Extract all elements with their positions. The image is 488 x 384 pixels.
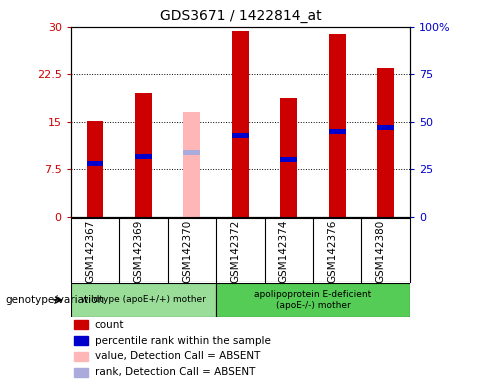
Text: GSM142369: GSM142369 [133, 220, 143, 283]
Text: apolipoprotein E-deficient
(apoE-/-) mother: apolipoprotein E-deficient (apoE-/-) mot… [254, 290, 372, 310]
Text: GSM142376: GSM142376 [327, 220, 337, 283]
Bar [377, 68, 394, 217]
Bar [74, 336, 88, 345]
Bar [135, 93, 152, 217]
Title: GDS3671 / 1422814_at: GDS3671 / 1422814_at [160, 9, 321, 23]
Bar [232, 133, 249, 138]
Bar [74, 368, 88, 377]
FancyBboxPatch shape [216, 283, 410, 317]
Bar [86, 161, 103, 166]
Bar [183, 150, 201, 155]
Bar [329, 35, 346, 217]
Bar [135, 154, 152, 159]
Bar [74, 320, 88, 329]
Bar [86, 121, 103, 217]
Text: wildtype (apoE+/+) mother: wildtype (apoE+/+) mother [81, 295, 206, 305]
Text: value, Detection Call = ABSENT: value, Detection Call = ABSENT [95, 351, 260, 361]
Bar [232, 31, 249, 217]
Text: genotype/variation: genotype/variation [5, 295, 104, 305]
Text: count: count [95, 320, 124, 330]
Bar [280, 98, 297, 217]
FancyBboxPatch shape [71, 283, 216, 317]
Bar [280, 157, 297, 162]
Bar [377, 125, 394, 130]
Text: GSM142372: GSM142372 [230, 220, 240, 283]
Bar [183, 113, 201, 217]
Bar [329, 129, 346, 134]
Text: GSM142374: GSM142374 [279, 220, 289, 283]
Text: GSM142380: GSM142380 [376, 220, 386, 283]
Text: GSM142367: GSM142367 [85, 220, 95, 283]
Text: GSM142370: GSM142370 [182, 220, 192, 283]
Text: percentile rank within the sample: percentile rank within the sample [95, 336, 270, 346]
Bar [74, 352, 88, 361]
Text: rank, Detection Call = ABSENT: rank, Detection Call = ABSENT [95, 367, 255, 377]
